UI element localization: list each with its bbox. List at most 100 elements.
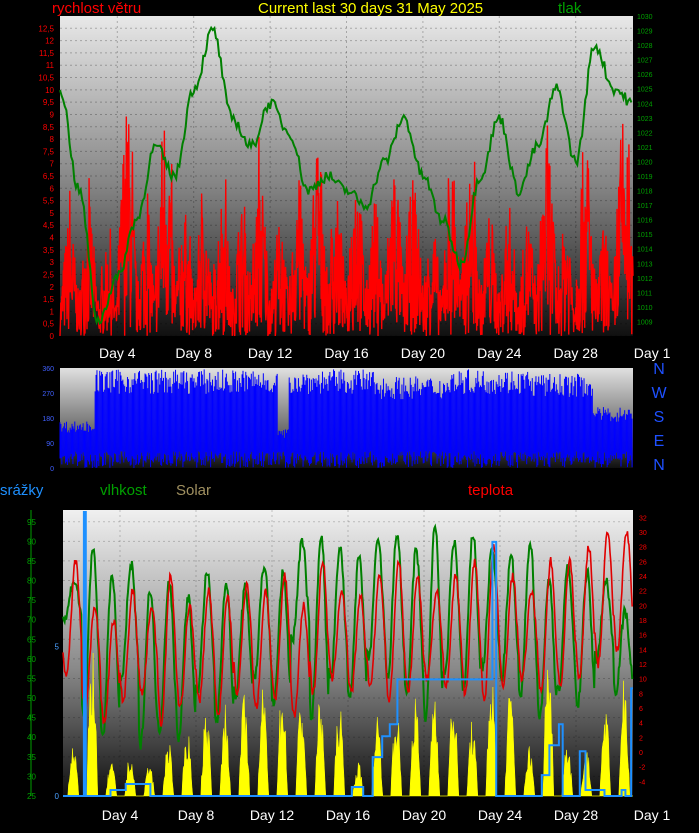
tick-label-wind: 6: [50, 184, 55, 193]
tick-label-humidity: 80: [27, 577, 36, 586]
tick-label-wind: 7,5: [43, 147, 55, 156]
tick-label-wind: 3: [50, 258, 55, 267]
tick-label-pressure: 1021: [637, 145, 653, 152]
compass-label: S: [654, 409, 665, 426]
x-tick-label: Day 8: [178, 807, 215, 823]
tick-label-pressure: 1013: [637, 261, 653, 268]
tick-label-pressure: 1017: [637, 203, 653, 210]
tick-label-wind: 2,5: [43, 270, 55, 279]
x-tick-label: Day 16: [324, 345, 369, 361]
tick-label-temperature: 12: [639, 662, 647, 669]
tick-label-wind: 2: [50, 283, 55, 292]
tick-label-temperature: -4: [639, 779, 645, 786]
compass-label: W: [651, 385, 667, 402]
tick-label-temperature: 24: [639, 574, 647, 581]
tick-label-rain: 0: [55, 792, 60, 801]
tick-label-humidity: 95: [27, 518, 36, 527]
tick-label-temperature: 26: [639, 559, 647, 566]
tick-label-wind: 11,5: [39, 49, 55, 58]
tick-label-pressure: 1029: [637, 29, 653, 36]
tick-label-wind: 7: [50, 160, 55, 169]
chart-title: Current last 30 days 31 May 2025: [258, 0, 484, 17]
tick-label-temperature: 6: [639, 706, 643, 713]
tick-label-temperature: 4: [639, 721, 643, 728]
x-tick-label: Day 20: [402, 807, 447, 823]
tick-label-direction: 360: [42, 366, 54, 373]
tick-label-wind: 10,5: [38, 74, 54, 83]
tick-label-pressure: 1023: [637, 116, 653, 123]
tick-label-humidity: 60: [27, 655, 36, 664]
tick-label-direction: 270: [42, 391, 54, 398]
tick-label-humidity: 35: [27, 753, 36, 762]
tick-label-temperature: 16: [639, 633, 647, 640]
tick-label-temperature: 10: [639, 677, 647, 684]
tick-label-pressure: 1018: [637, 189, 653, 196]
tick-label-humidity: 65: [27, 635, 36, 644]
x-tick-label: Day 12: [248, 345, 293, 361]
tick-label-wind: 1,5: [43, 295, 55, 304]
x-tick-label: Day 24: [477, 345, 522, 361]
tick-label-pressure: 1020: [637, 159, 653, 166]
tick-label-humidity: 45: [27, 714, 36, 723]
tick-label-pressure: 1027: [637, 58, 653, 65]
tick-label-wind: 4,5: [43, 221, 55, 230]
tick-label-wind: 12,5: [38, 24, 54, 33]
tick-label-wind: 5,5: [43, 197, 55, 206]
tick-label-humidity: 25: [27, 792, 36, 801]
humidity-line: [62, 523, 634, 750]
tick-label-humidity: 40: [27, 733, 36, 742]
tick-label-temperature: 22: [639, 589, 647, 596]
tick-label-wind: 5: [50, 209, 55, 218]
tick-label-pressure: 1026: [637, 72, 653, 79]
tick-label-wind: 4: [50, 234, 55, 243]
tick-label-wind: 9,5: [43, 98, 55, 107]
tick-label-pressure: 1025: [637, 87, 653, 94]
legend-temperature: teplota: [468, 482, 514, 499]
tick-label-humidity: 55: [27, 674, 36, 683]
x-tick-label: Day 20: [401, 345, 446, 361]
tick-label-temperature: 20: [639, 603, 647, 610]
tick-label-pressure: 1030: [637, 14, 653, 21]
tick-label-pressure: 1024: [637, 101, 653, 108]
wind-speed-line: [59, 116, 634, 337]
tick-label-pressure: 1019: [637, 174, 653, 181]
tick-label-direction: 0: [50, 466, 54, 473]
tick-label-wind: 12: [45, 37, 54, 46]
x-tick-label: Day 28: [554, 807, 599, 823]
legend-humidity: vlhkost: [100, 482, 147, 499]
tick-label-pressure: 1022: [637, 130, 653, 137]
tick-label-wind: 3,5: [43, 246, 55, 255]
legend-rain: srážky: [0, 482, 44, 499]
tick-label-wind: 10: [45, 86, 54, 95]
tick-label-pressure: 1028: [637, 43, 653, 50]
tick-label-wind: 8: [50, 135, 55, 144]
tick-label-pressure: 1011: [637, 290, 652, 297]
legend-solar: Solar: [176, 482, 212, 499]
tick-label-pressure: 1009: [637, 319, 653, 326]
tick-label-wind: 0: [50, 332, 55, 341]
x-tick-label: Day 1: [634, 345, 671, 361]
tick-label-temperature: 32: [639, 515, 647, 522]
tick-label-direction: 90: [46, 441, 54, 448]
temperature-line: [62, 531, 633, 727]
tick-label-wind: 0,5: [43, 320, 55, 329]
tick-label-wind: 11: [46, 61, 55, 70]
tick-label-wind: 9: [50, 110, 55, 119]
compass-label: E: [654, 433, 665, 450]
tick-label-temperature: 8: [639, 691, 643, 698]
x-tick-label: Day 4: [102, 807, 139, 823]
tick-label-pressure: 1014: [637, 247, 653, 254]
tick-label-temperature: 2: [639, 735, 643, 742]
tick-label-direction: 180: [42, 416, 54, 423]
x-tick-label: Day 12: [250, 807, 295, 823]
compass-label: N: [653, 361, 665, 378]
tick-label-pressure: 1010: [637, 305, 653, 312]
compass-label: N: [653, 457, 665, 474]
tick-label-humidity: 90: [27, 537, 36, 546]
tick-label-temperature: 14: [639, 647, 647, 654]
tick-label-pressure: 1016: [637, 218, 653, 225]
tick-label-humidity: 30: [27, 772, 36, 781]
tick-label-pressure: 1015: [637, 232, 653, 239]
tick-label-temperature: -2: [639, 765, 645, 772]
tick-label-humidity: 85: [27, 557, 36, 566]
